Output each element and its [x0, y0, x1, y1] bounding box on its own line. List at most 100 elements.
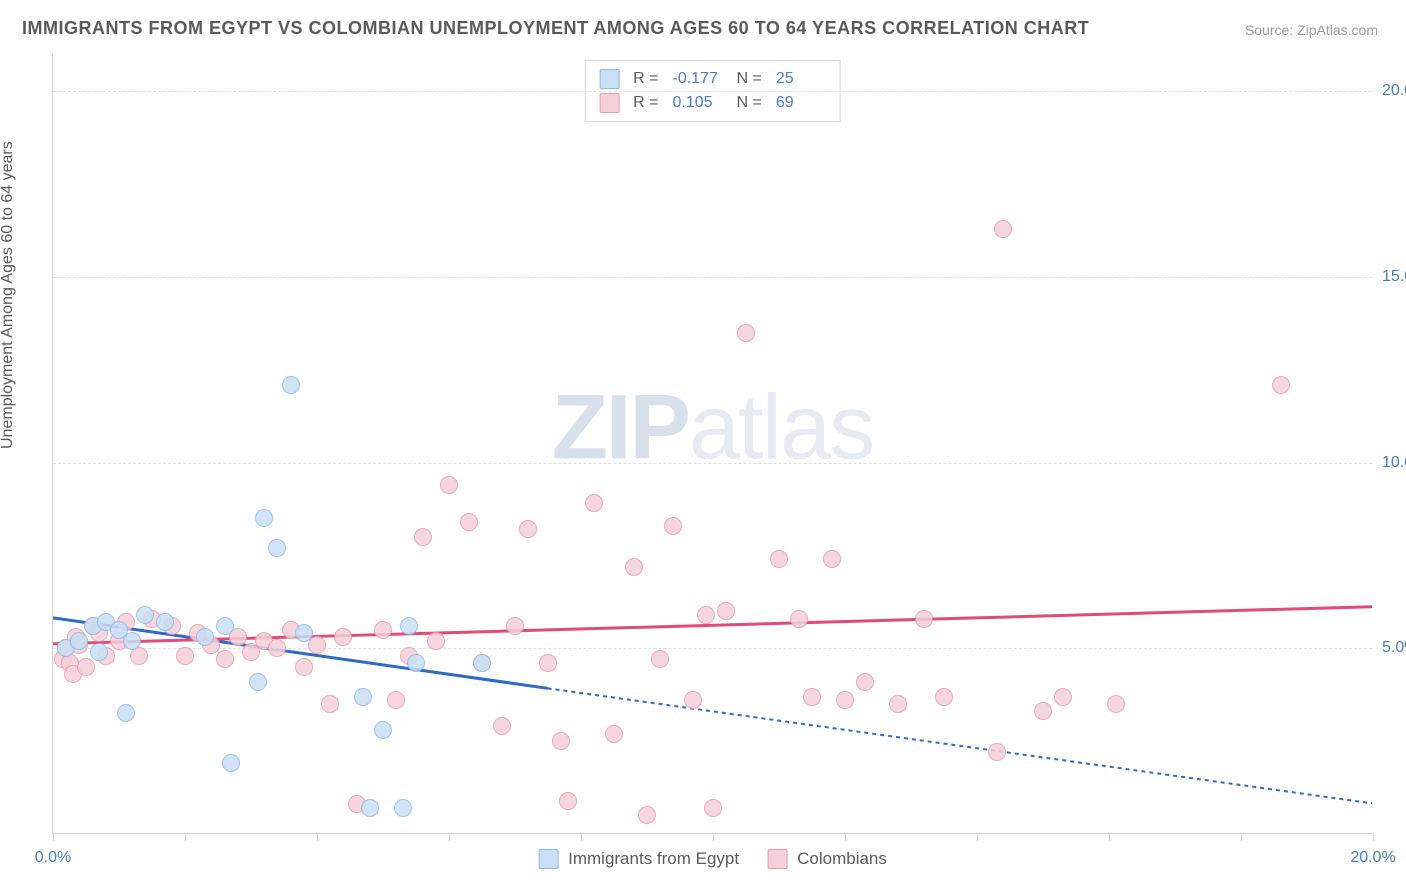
y-tick-label: 20.0%	[1374, 82, 1406, 100]
scatter-point-egypt	[394, 799, 412, 817]
scatter-point-colombians	[638, 806, 656, 824]
legend-label: Colombians	[797, 849, 887, 869]
scatter-point-egypt	[216, 617, 234, 635]
scatter-point-colombians	[552, 732, 570, 750]
scatter-point-colombians	[414, 528, 432, 546]
gridline	[53, 463, 1372, 464]
legend-series: Immigrants from Egypt Colombians	[538, 849, 887, 869]
scatter-point-egypt	[249, 673, 267, 691]
scatter-point-colombians	[506, 617, 524, 635]
scatter-point-egypt	[222, 754, 240, 772]
scatter-point-colombians	[790, 610, 808, 628]
scatter-point-colombians	[770, 550, 788, 568]
y-tick-label: 15.0%	[1374, 268, 1406, 286]
x-tick	[581, 833, 582, 841]
r-value: -0.177	[673, 67, 723, 91]
scatter-point-colombians	[889, 695, 907, 713]
legend-swatch-colombians	[767, 849, 787, 869]
scatter-point-colombians	[737, 324, 755, 342]
scatter-point-colombians	[374, 621, 392, 639]
scatter-point-colombians	[295, 658, 313, 676]
scatter-point-colombians	[935, 688, 953, 706]
scatter-point-colombians	[704, 799, 722, 817]
scatter-point-colombians	[1272, 376, 1290, 394]
scatter-point-egypt	[374, 721, 392, 739]
x-tick	[713, 833, 714, 841]
scatter-point-colombians	[427, 632, 445, 650]
x-tick	[1373, 833, 1374, 841]
x-tick	[1241, 833, 1242, 841]
scatter-point-colombians	[1054, 688, 1072, 706]
scatter-point-egypt	[90, 643, 108, 661]
scatter-point-colombians	[625, 558, 643, 576]
x-tick	[53, 833, 54, 841]
y-axis-label: Unemployment Among Ages 60 to 64 years	[0, 141, 17, 449]
scatter-point-colombians	[493, 717, 511, 735]
scatter-point-colombians	[539, 654, 557, 672]
scatter-point-egypt	[255, 509, 273, 527]
n-value: 25	[776, 67, 826, 91]
scatter-point-colombians	[823, 550, 841, 568]
x-tick-label: 0.0%	[35, 849, 71, 867]
x-tick	[977, 833, 978, 841]
scatter-point-egypt	[361, 799, 379, 817]
x-tick	[185, 833, 186, 841]
scatter-point-egypt	[473, 654, 491, 672]
scatter-point-colombians	[684, 691, 702, 709]
scatter-point-colombians	[440, 476, 458, 494]
watermark: ZIPatlas	[552, 375, 873, 480]
x-tick-label: 20.0%	[1350, 849, 1395, 867]
scatter-point-egypt	[282, 376, 300, 394]
scatter-point-colombians	[585, 494, 603, 512]
scatter-point-egypt	[156, 613, 174, 631]
legend-swatch-colombians	[599, 93, 619, 113]
scatter-point-colombians	[519, 520, 537, 538]
scatter-point-colombians	[836, 691, 854, 709]
scatter-point-colombians	[216, 650, 234, 668]
legend-row-egypt: R = -0.177 N = 25	[599, 67, 826, 91]
scatter-point-egypt	[70, 632, 88, 650]
scatter-point-colombians	[994, 220, 1012, 238]
scatter-point-colombians	[387, 691, 405, 709]
scatter-point-colombians	[717, 602, 735, 620]
x-tick	[845, 833, 846, 841]
y-tick-label: 5.0%	[1374, 639, 1406, 657]
source-label: Source: ZipAtlas.com	[1245, 22, 1378, 38]
scatter-point-egypt	[196, 628, 214, 646]
scatter-point-colombians	[803, 688, 821, 706]
n-label: N =	[737, 67, 762, 91]
x-tick	[449, 833, 450, 841]
scatter-point-egypt	[407, 654, 425, 672]
scatter-point-colombians	[176, 647, 194, 665]
scatter-point-egypt	[268, 539, 286, 557]
trendline-ext-egypt	[548, 688, 1372, 803]
scatter-point-colombians	[321, 695, 339, 713]
chart-title: IMMIGRANTS FROM EGYPT VS COLOMBIAN UNEMP…	[22, 18, 1089, 39]
scatter-point-colombians	[915, 610, 933, 628]
n-label: N =	[737, 91, 762, 115]
scatter-point-colombians	[664, 517, 682, 535]
gridline	[53, 91, 1372, 92]
scatter-point-colombians	[268, 639, 286, 657]
scatter-point-colombians	[77, 658, 95, 676]
scatter-point-egypt	[136, 606, 154, 624]
scatter-point-colombians	[856, 673, 874, 691]
trend-lines	[53, 54, 1372, 833]
legend-label: Immigrants from Egypt	[568, 849, 739, 869]
scatter-point-colombians	[460, 513, 478, 531]
r-value: 0.105	[673, 91, 723, 115]
legend-item-egypt: Immigrants from Egypt	[538, 849, 739, 869]
scatter-point-colombians	[988, 743, 1006, 761]
scatter-point-colombians	[697, 606, 715, 624]
scatter-point-egypt	[354, 688, 372, 706]
scatter-point-colombians	[334, 628, 352, 646]
n-value: 69	[776, 91, 826, 115]
scatter-point-colombians	[1034, 702, 1052, 720]
scatter-point-colombians	[559, 792, 577, 810]
r-label: R =	[633, 67, 658, 91]
plot-area: ZIPatlas R =-0.177N =25R =0.105N =69 Imm…	[52, 54, 1372, 834]
x-tick	[1109, 833, 1110, 841]
scatter-point-colombians	[651, 650, 669, 668]
scatter-point-egypt	[400, 617, 418, 635]
legend-swatch-egypt	[538, 849, 558, 869]
